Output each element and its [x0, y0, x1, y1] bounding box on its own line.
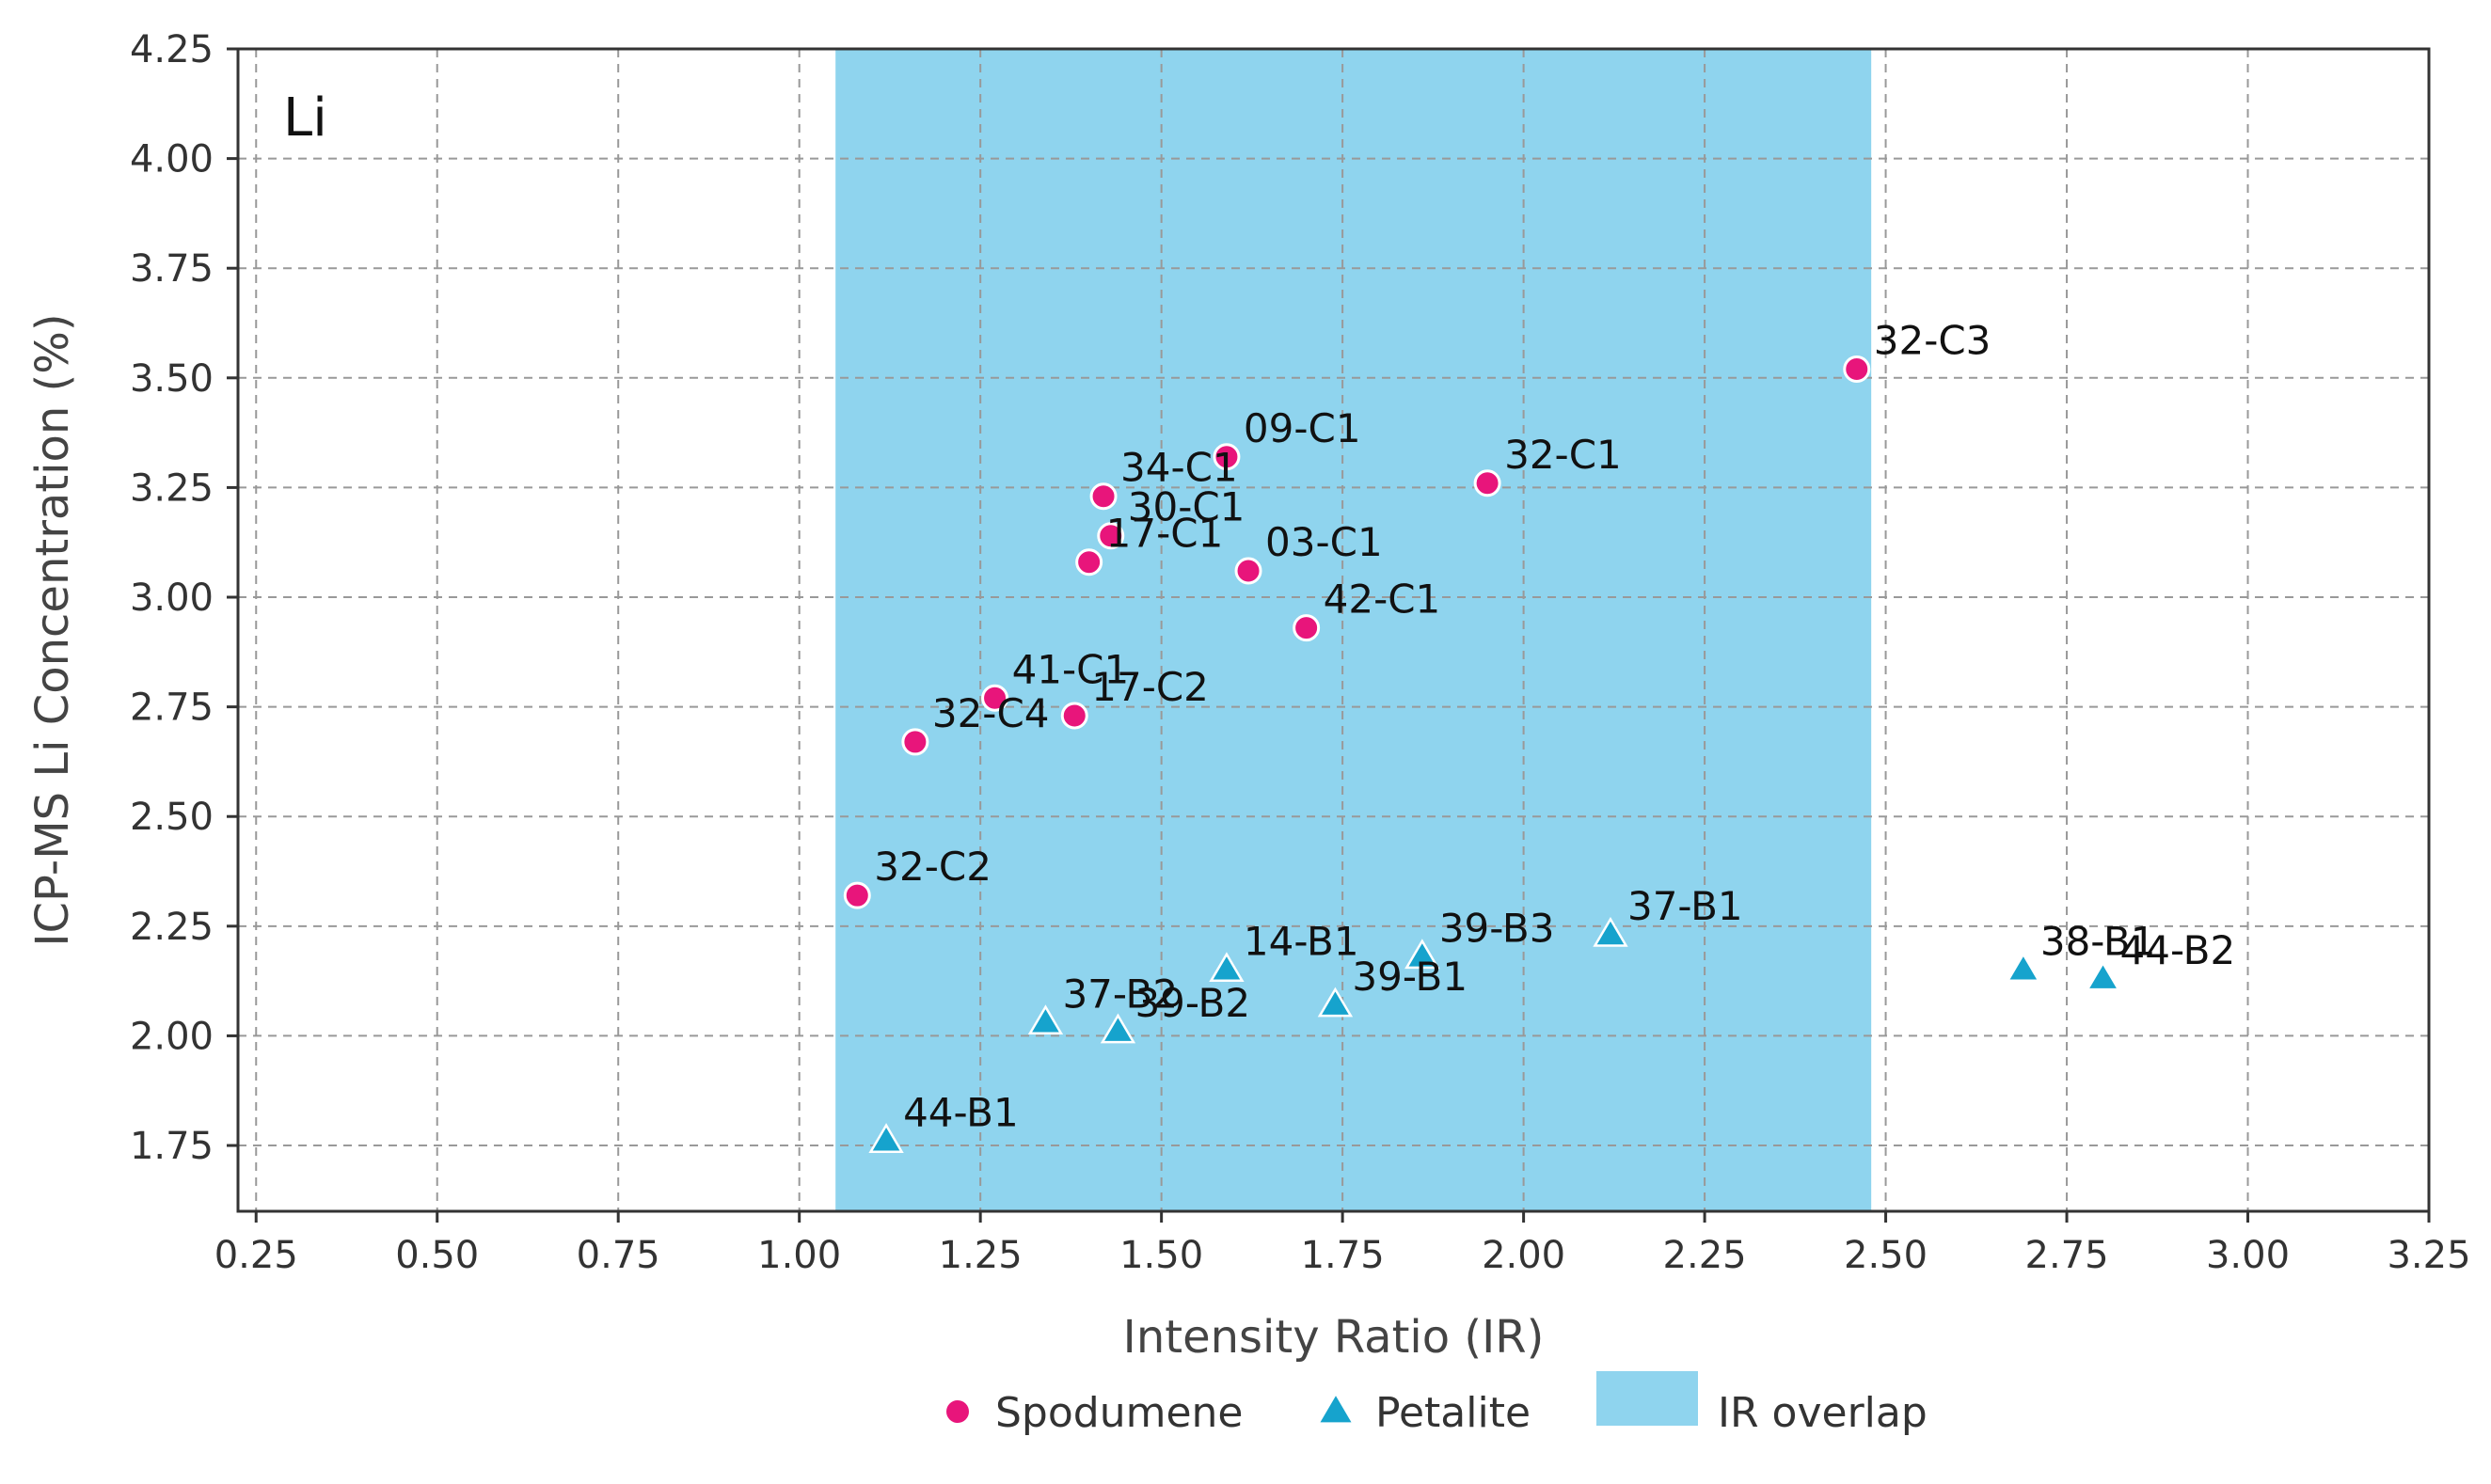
spodumene-point-32-c3: [1843, 355, 1871, 383]
y-tick-label-1-75: 1.75: [130, 1125, 214, 1168]
y-tick-label-2-50: 2.50: [130, 796, 214, 839]
ir-overlap-band: [835, 49, 1872, 1211]
x-tick-label-3-00: 3.00: [2206, 1234, 2290, 1277]
y-tick-label-2-00: 2.00: [130, 1015, 214, 1058]
spodumene-point-34-c1: [1089, 482, 1118, 511]
y-tick-label-2-75: 2.75: [130, 687, 214, 730]
petalite-label-39-b2: 39-B2: [1134, 980, 1250, 1026]
legend-petalite-marker: [1320, 1396, 1352, 1423]
y-tick-label-4-00: 4.00: [130, 138, 214, 182]
spodumene-label-32-c4: 32-C4: [932, 690, 1050, 736]
petalite-label-39-b1: 39-B1: [1352, 954, 1468, 1000]
spodumene-point-42-c1: [1293, 614, 1321, 642]
spodumene-label-30-c1: 30-C1: [1128, 484, 1246, 530]
x-tick-label-0-25: 0.25: [214, 1234, 298, 1277]
petalite-label-44-b2: 44-B2: [2120, 927, 2236, 973]
spodumene-point-41-c1: [981, 684, 1009, 712]
petalite-label-39-b3: 39-B3: [1439, 905, 1555, 951]
petalite-label-37-b1: 37-B1: [1627, 883, 1743, 929]
spodumene-point-32-c1: [1473, 469, 1501, 497]
spodumene-label-03-c1: 03-C1: [1265, 519, 1383, 565]
spodumene-label-34-c1: 34-C1: [1120, 445, 1238, 491]
petalite-point-37-b2: [1027, 1004, 1064, 1035]
legend-spodumene-label: Spodumene: [995, 1389, 1243, 1437]
x-tick-label-0-50: 0.50: [395, 1234, 479, 1277]
petalite-label-38-b1: 38-B1: [2040, 918, 2156, 964]
x-tick-label-2-75: 2.75: [2025, 1234, 2109, 1277]
y-tick-label-4-25: 4.25: [130, 28, 214, 71]
spodumene-point-09-c1: [1213, 443, 1241, 471]
spodumene-label-42-c1: 42-C1: [1324, 576, 1441, 623]
spodumene-point-32-c2: [843, 881, 871, 909]
petalite-point-39-b1: [1317, 987, 1354, 1018]
panel-label: Li: [283, 87, 327, 149]
y-tick-label-3-50: 3.50: [130, 357, 214, 401]
petalite-point-44-b2: [2085, 960, 2121, 991]
data-points-layer: [843, 355, 2121, 1153]
ir-overlap-layer: [835, 49, 1872, 1211]
petalite-label-37-b2: 37-B2: [1062, 971, 1178, 1017]
spodumene-label-32-c1: 32-C1: [1504, 432, 1622, 478]
plot-frame: [236, 47, 2431, 1213]
spodumene-label-09-c1: 09-C1: [1244, 405, 1361, 451]
x-tick-label-1-25: 1.25: [939, 1234, 1023, 1277]
spodumene-label-17-c1: 17-C1: [1106, 511, 1224, 557]
petalite-point-44-b1: [868, 1123, 904, 1153]
petalite-point-38-b1: [2006, 952, 2041, 983]
spodumene-point-17-c1: [1075, 548, 1103, 576]
petalite-point-39-b3: [1404, 939, 1440, 970]
spodumene-point-17-c2: [1060, 702, 1088, 730]
spodumene-point-32-c4: [901, 728, 929, 756]
legend-petalite-label: Petalite: [1375, 1389, 1531, 1437]
petalite-label-14-b1: 14-B1: [1244, 918, 1359, 964]
petalite-label-44-b1: 44-B1: [903, 1089, 1019, 1135]
x-axis-label: Intensity Ratio (IR): [1123, 1311, 1545, 1364]
x-tick-label-3-25: 3.25: [2387, 1234, 2470, 1277]
spodumene-label-41-c1: 41-C1: [1012, 646, 1130, 692]
y-tick-label-3-00: 3.00: [130, 576, 214, 620]
legend-overlap-swatch: [1596, 1371, 1698, 1426]
tick-layer: 0.25 0.50 0.75 1.00 1.25 1.50 1.75 2.00 2.25 2.50…: [130, 28, 2471, 1277]
petalite-point-14-b1: [1209, 952, 1245, 983]
spodumene-point-30-c1: [1097, 522, 1125, 550]
x-tick-label-0-75: 0.75: [577, 1234, 660, 1277]
x-tick-label-1-75: 1.75: [1301, 1234, 1385, 1277]
spodumene-point-03-c1: [1234, 557, 1262, 585]
y-tick-label-2-25: 2.25: [130, 906, 214, 949]
legend: Spodumene Petalite IR overlap: [946, 1371, 1928, 1437]
petalite-point-39-b2: [1100, 1013, 1136, 1044]
y-tick-label-3-75: 3.75: [130, 247, 214, 291]
petalite-point-37-b1: [1593, 916, 1628, 947]
y-axis-label: ICP-MS Li Concentration (%): [26, 313, 79, 946]
x-tick-label-1-00: 1.00: [757, 1234, 841, 1277]
spodumene-label-32-c3: 32-C3: [1874, 317, 1991, 363]
spodumene-label-17-c2: 17-C2: [1091, 664, 1209, 710]
x-tick-label-1-50: 1.50: [1119, 1234, 1203, 1277]
legend-overlap-label: IR overlap: [1718, 1389, 1928, 1437]
legend-spodumene-marker: [946, 1400, 969, 1423]
spodumene-label-32-c2: 32-C2: [874, 844, 992, 890]
x-tick-label-2-00: 2.00: [1482, 1234, 1565, 1277]
x-tick-label-2-25: 2.25: [1663, 1234, 1747, 1277]
y-tick-label-3-25: 3.25: [130, 466, 214, 510]
x-tick-label-2-50: 2.50: [1844, 1234, 1928, 1277]
